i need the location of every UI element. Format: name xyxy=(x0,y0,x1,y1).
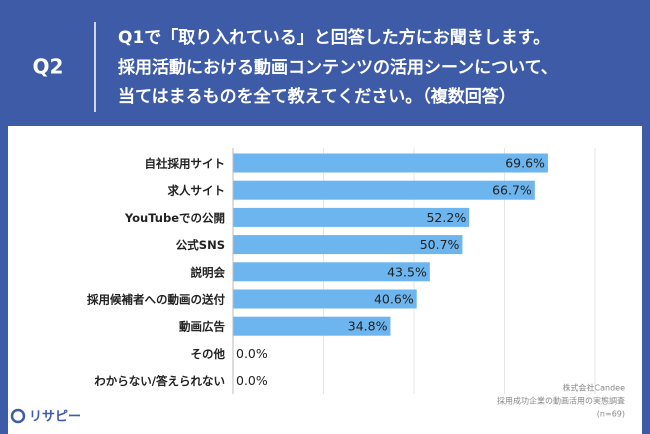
bar xyxy=(233,316,391,336)
bar xyxy=(233,289,417,309)
value-label: 0.0% xyxy=(236,373,268,388)
value-label: 0.0% xyxy=(236,346,268,361)
bar xyxy=(233,262,430,282)
bar xyxy=(233,235,463,255)
value-label: 66.7% xyxy=(492,183,532,198)
title-line: 当てはまるものを全て教えてください。（複数回答） xyxy=(118,86,516,107)
category-label: 自社採用サイト xyxy=(145,157,226,171)
logo: リサピー xyxy=(29,410,81,425)
category-label: 採用候補者への動画の送付 xyxy=(87,293,225,307)
category-label: 説明会 xyxy=(191,265,226,279)
value-label: 40.6% xyxy=(374,292,414,307)
title-line: 採用活動における動画コンテンツの活用シーンについて、 xyxy=(118,57,558,78)
source: 株式会社Candee xyxy=(563,383,626,393)
value-label: 34.8% xyxy=(348,319,388,334)
category-label: 求人サイト xyxy=(168,184,226,198)
value-label: 69.6% xyxy=(505,156,545,171)
category-label: YouTubeでの公開 xyxy=(124,211,225,225)
source: 採用成功企業の動画活用の実態調査 xyxy=(497,396,625,406)
category-label: 動画広告 xyxy=(179,320,225,334)
question-number: Q2 xyxy=(33,55,64,79)
bar xyxy=(233,180,535,200)
bar xyxy=(233,153,548,173)
value-label: 52.2% xyxy=(426,210,466,225)
value-label: 50.7% xyxy=(420,237,460,252)
category-label: その他 xyxy=(191,347,226,361)
value-label: 43.5% xyxy=(387,264,427,279)
logo-icon xyxy=(10,408,26,424)
bar xyxy=(233,207,470,227)
source: (n=69) xyxy=(597,410,625,419)
category-label: わからない/答えられない xyxy=(94,374,225,388)
category-label: 公式SNS xyxy=(176,238,225,252)
title-line: Q1で「取り入れている」と回答した方にお聞きします。 xyxy=(118,27,550,48)
